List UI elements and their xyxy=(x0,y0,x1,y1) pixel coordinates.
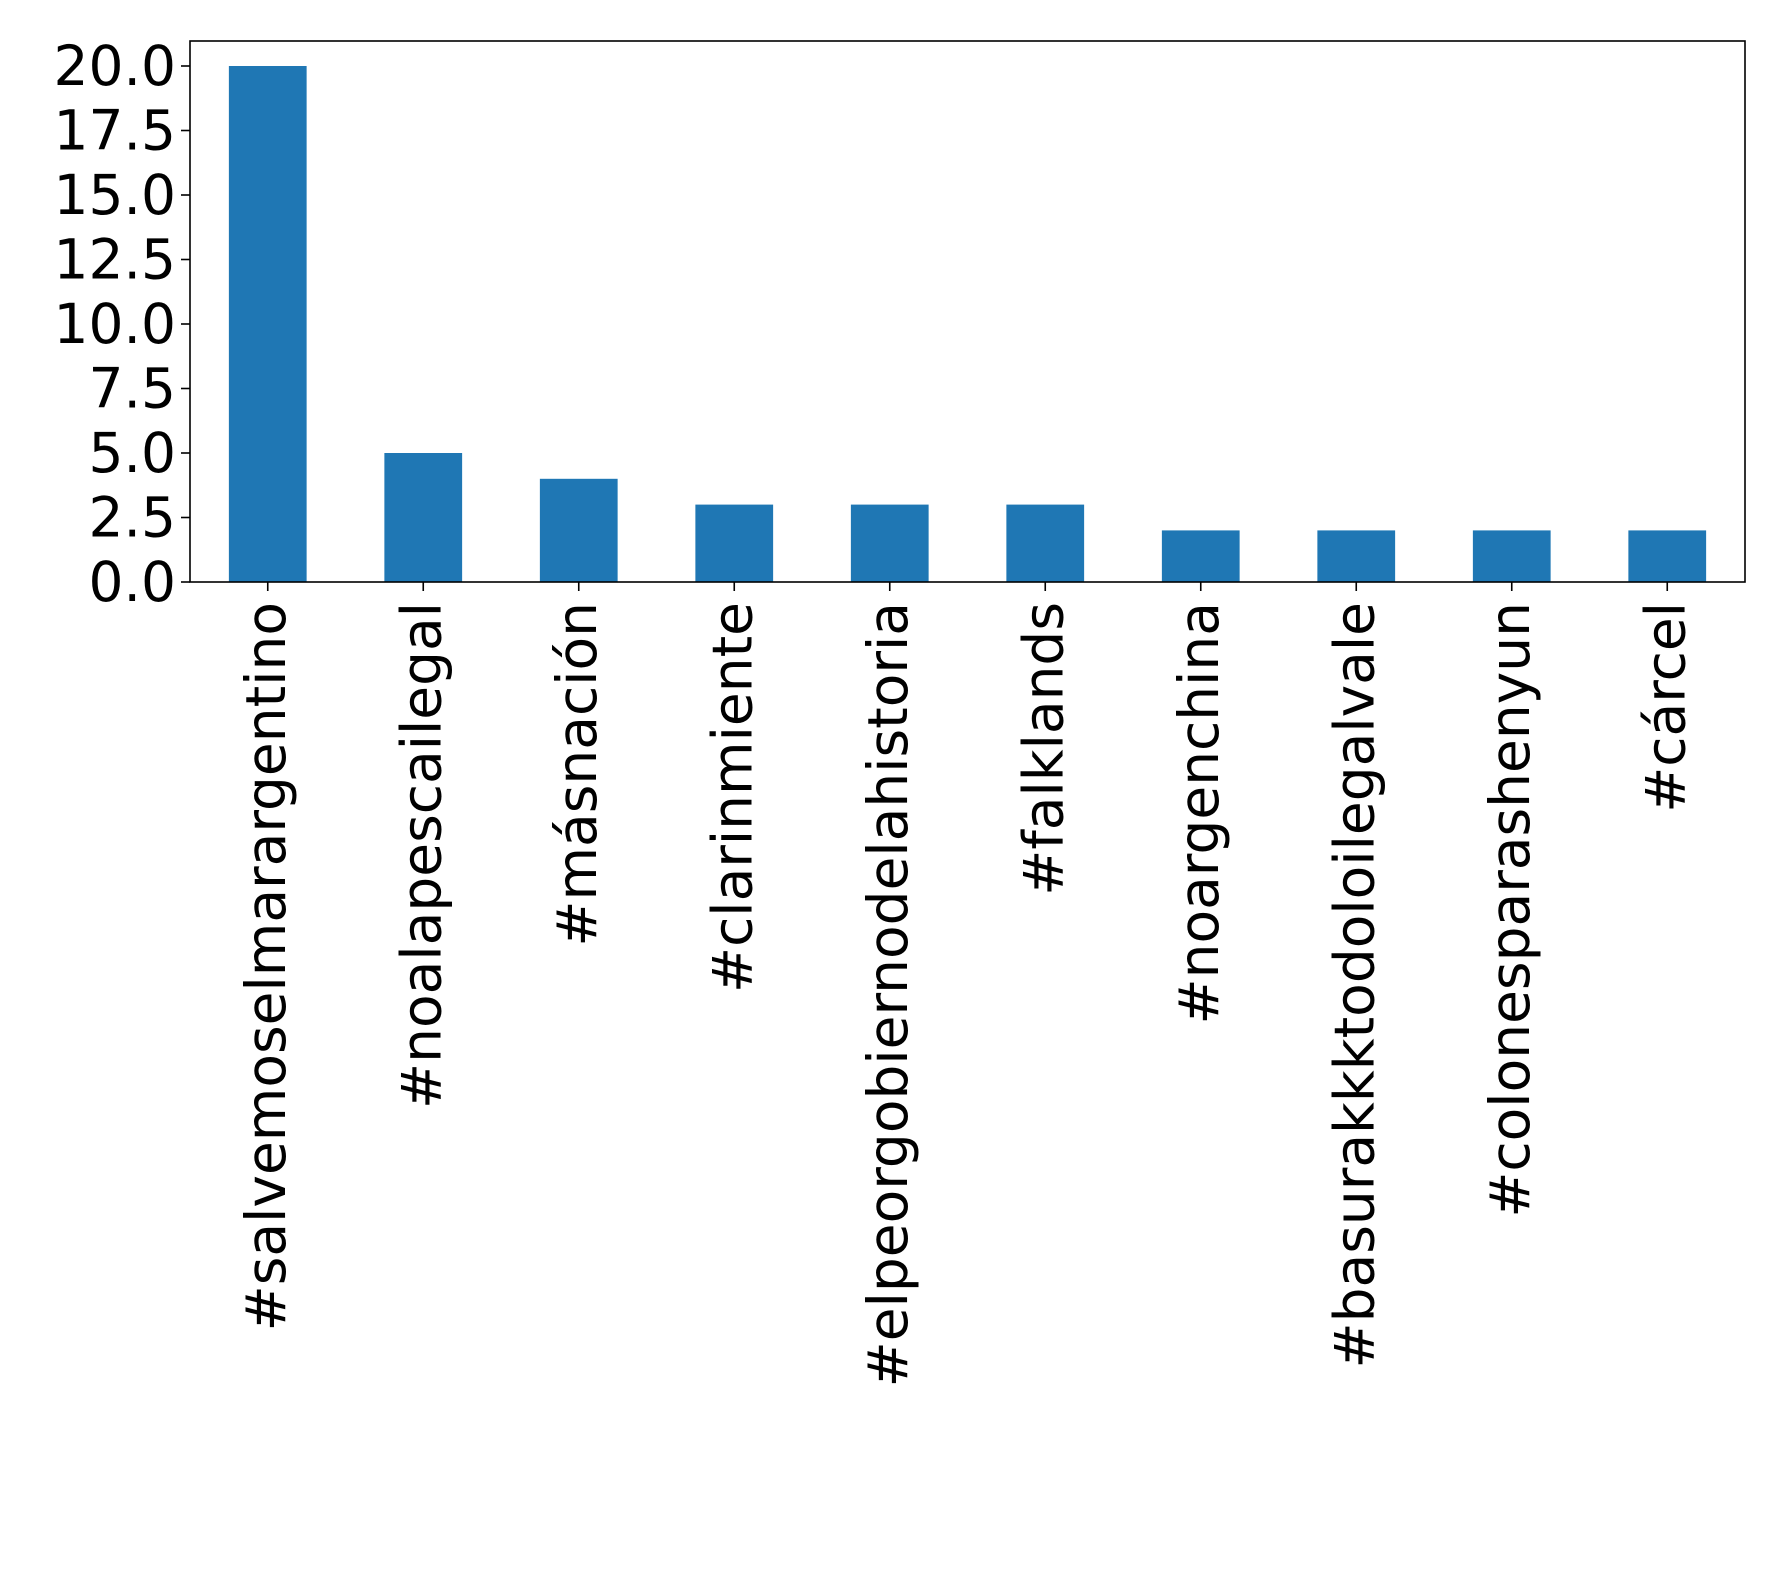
bar-2 xyxy=(384,453,463,582)
y-tick-label: 20.0 xyxy=(54,34,176,98)
bar-10 xyxy=(1628,530,1707,582)
bar-4 xyxy=(695,504,774,582)
x-tick-label: #noargenchina xyxy=(1167,602,1231,1025)
x-tick-label: #cárcel xyxy=(1633,602,1697,813)
bar-5 xyxy=(850,504,929,582)
x-tick-label: #noalapescailegal xyxy=(389,602,453,1109)
x-tick-label: #salvemoselmarargentino xyxy=(234,602,298,1331)
y-axis: 0.02.55.07.510.012.515.017.520.0 xyxy=(54,34,190,614)
y-tick-label: 0.0 xyxy=(89,550,176,614)
bar-6 xyxy=(1006,504,1085,582)
y-tick-label: 10.0 xyxy=(54,292,176,356)
x-tick-label: #falklands xyxy=(1011,602,1075,896)
bar-8 xyxy=(1317,530,1396,582)
x-tick-label: #másnación xyxy=(545,602,609,947)
bars-group xyxy=(228,66,1707,582)
y-tick-label: 2.5 xyxy=(89,486,176,550)
bar-9 xyxy=(1472,530,1551,582)
x-tick-label: #colonesparashenyun xyxy=(1478,602,1542,1218)
x-axis: #salvemoselmarargentino #noalapescailegal… xyxy=(234,582,1697,1387)
x-tick-label: #elpeorgobiernodelahistoria xyxy=(856,602,920,1387)
plot-frame xyxy=(189,40,1746,583)
y-tick-label: 17.5 xyxy=(54,99,176,163)
y-tick-label: 12.5 xyxy=(54,228,176,292)
bar-1 xyxy=(228,66,307,582)
y-tick-label: 7.5 xyxy=(89,357,176,421)
y-tick-label: 15.0 xyxy=(54,163,176,227)
x-tick-label: #basurakkktodoloilegalvale xyxy=(1322,602,1386,1368)
x-tick-label: #clarinmiente xyxy=(700,602,764,993)
bar-3 xyxy=(539,478,618,582)
y-tick-label: 5.0 xyxy=(89,421,176,485)
bar-7 xyxy=(1161,530,1240,582)
